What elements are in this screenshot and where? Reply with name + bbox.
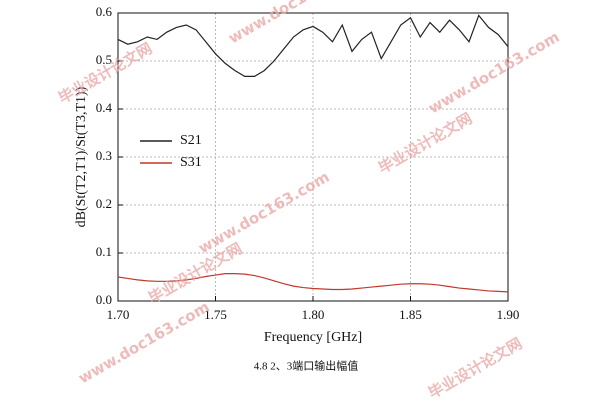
x-tick-label: 1.80 bbox=[302, 307, 325, 322]
watermark: 毕业设计论文网 bbox=[425, 334, 525, 401]
y-tick-label: 0.4 bbox=[96, 100, 113, 115]
y-tick-label: 0.1 bbox=[96, 244, 112, 259]
y-axis-label: dB(St(T2,T1)/St(T3,T1)) bbox=[74, 86, 89, 227]
x-tick-label: 1.90 bbox=[497, 307, 520, 322]
y-tick-label: 0.3 bbox=[96, 148, 112, 163]
watermark: www.doc163.com bbox=[425, 28, 562, 118]
x-tick-label: 1.75 bbox=[204, 307, 227, 322]
y-tick-label: 0.5 bbox=[96, 52, 112, 67]
y-tick-label: 0.2 bbox=[96, 196, 112, 211]
x-tick-label: 1.85 bbox=[399, 307, 422, 322]
watermark: www.doc163.com bbox=[225, 0, 362, 47]
x-tick-label: 1.70 bbox=[107, 307, 130, 322]
x-axis-label: Frequency [GHz] bbox=[264, 330, 362, 345]
plot-frame bbox=[117, 12, 509, 302]
watermark: 毕业设计论文网 bbox=[55, 39, 155, 107]
legend-label: S21 bbox=[180, 133, 202, 148]
y-tick-label: 0.6 bbox=[96, 4, 113, 19]
watermark: www.doc163.com bbox=[75, 298, 212, 388]
caption: 4.8 2、3端口输出幅值 bbox=[254, 359, 359, 373]
y-tick-label: 0.0 bbox=[96, 292, 112, 307]
watermark: 毕业设计论文网 bbox=[375, 109, 475, 177]
legend-label: S31 bbox=[180, 155, 202, 170]
series-line bbox=[117, 14, 509, 77]
series-line bbox=[117, 273, 509, 293]
